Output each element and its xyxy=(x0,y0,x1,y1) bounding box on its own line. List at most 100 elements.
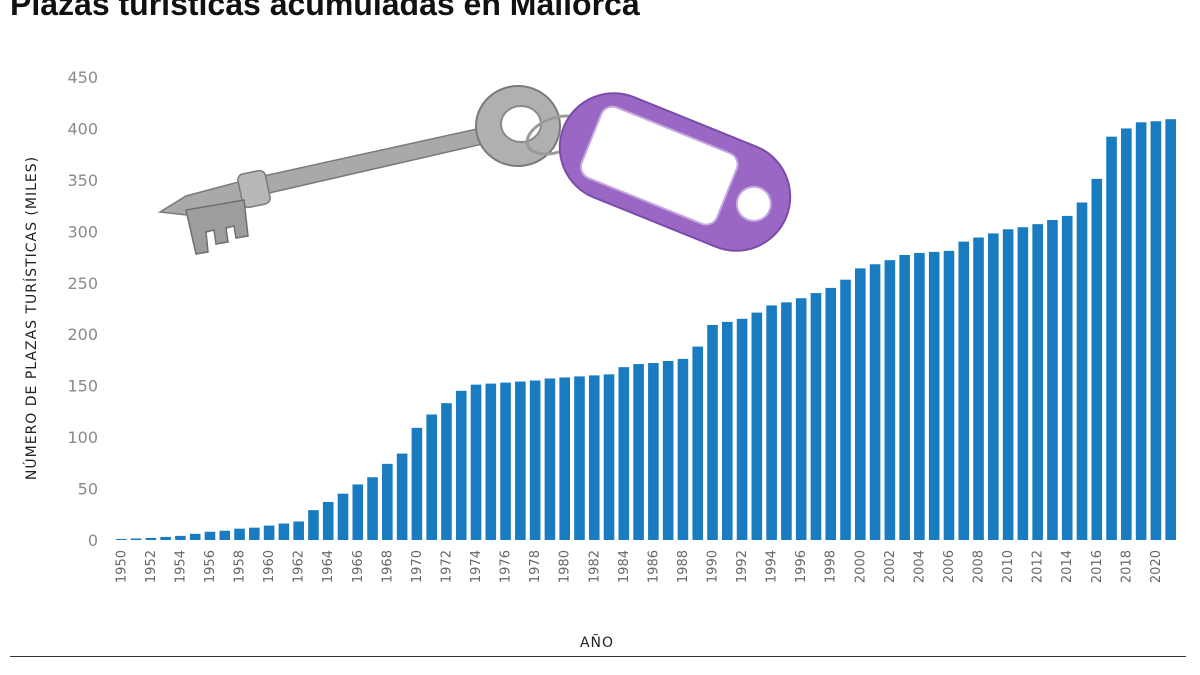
bar-1951 xyxy=(130,538,142,540)
key-with-tag-icon xyxy=(157,85,792,255)
bar-2004 xyxy=(914,252,925,540)
bar-1968 xyxy=(382,463,393,540)
bar-2005 xyxy=(928,251,940,540)
x-tick-label: 1974 xyxy=(469,550,484,583)
x-tick-label: 2004 xyxy=(912,550,927,583)
bar-1987 xyxy=(662,360,674,540)
bar-1996 xyxy=(795,298,807,540)
bar-1956 xyxy=(204,531,216,540)
y-tick-label: 300 xyxy=(67,222,98,241)
bar-1975 xyxy=(485,383,497,540)
x-tick-label: 1988 xyxy=(676,550,691,583)
y-tick-label: 50 xyxy=(78,480,98,499)
bar-1976 xyxy=(500,382,511,540)
bar-1988 xyxy=(677,358,689,540)
bar-1991 xyxy=(721,321,733,540)
bar-1970 xyxy=(411,427,423,540)
x-tick-label: 1956 xyxy=(203,550,218,583)
chart-title: Plazas turísticas acumuladas en Mallorca xyxy=(10,0,640,22)
bar-1953 xyxy=(160,536,171,540)
bar-1993 xyxy=(751,312,763,540)
bar-2017 xyxy=(1106,136,1117,540)
x-axis-ticks: 1950 1952 1954 1956 1958 1960 1962 1964 1966 1968… xyxy=(114,550,1164,583)
bar-1963 xyxy=(308,510,319,540)
bar-1962 xyxy=(293,521,304,540)
bar-2002 xyxy=(884,260,896,540)
x-tick-label: 2014 xyxy=(1060,550,1075,583)
bar-2016 xyxy=(1091,178,1103,541)
x-tick-label: 2012 xyxy=(1031,550,1046,583)
x-tick-label: 2000 xyxy=(853,550,868,583)
bar-1950 xyxy=(116,538,127,540)
x-tick-label: 1950 xyxy=(114,550,129,583)
bar-2006 xyxy=(943,250,955,540)
bar-1973 xyxy=(455,390,467,540)
x-tick-label: 2008 xyxy=(972,550,987,583)
x-axis-title: AÑO xyxy=(580,634,614,651)
x-tick-label: 2020 xyxy=(1149,550,1164,583)
x-tick-label: 1954 xyxy=(173,550,188,583)
bar-2000 xyxy=(855,268,866,540)
bar-1958 xyxy=(234,528,245,540)
y-tick-label: 200 xyxy=(67,325,98,344)
x-tick-label: 1978 xyxy=(528,550,543,583)
bar-2014 xyxy=(1061,215,1073,540)
x-tick-label: 2016 xyxy=(1090,550,1105,583)
x-tick-label: 1998 xyxy=(824,550,839,583)
bar-2009 xyxy=(988,233,999,540)
x-tick-label: 1962 xyxy=(292,550,307,583)
y-tick-label: 100 xyxy=(67,428,98,447)
bar-1965 xyxy=(337,493,349,540)
x-tick-label: 1982 xyxy=(587,550,602,583)
x-tick-label: 2010 xyxy=(1001,550,1016,583)
bar-1955 xyxy=(189,533,201,540)
bar-1959 xyxy=(249,527,260,540)
bar-1960 xyxy=(263,525,275,540)
x-tick-label: 1958 xyxy=(233,550,248,583)
bar-1989 xyxy=(692,346,704,540)
bar-2012 xyxy=(1032,224,1043,540)
bar-1984 xyxy=(618,367,630,540)
bar-1952 xyxy=(145,537,157,540)
x-tick-label: 1990 xyxy=(706,550,721,583)
x-tick-label: 1964 xyxy=(321,550,336,583)
bar-2008 xyxy=(973,237,984,540)
y-tick-label: 350 xyxy=(67,171,98,190)
x-tick-label: 2002 xyxy=(883,550,898,583)
x-tick-label: 1996 xyxy=(794,550,809,583)
x-tick-label: 1984 xyxy=(617,550,632,583)
bar-1982 xyxy=(588,375,600,540)
bar-1994 xyxy=(766,305,777,540)
bar-1981 xyxy=(574,376,585,540)
x-tick-label: 1968 xyxy=(380,550,395,583)
bar-1974 xyxy=(470,384,482,540)
bar-2015 xyxy=(1076,202,1088,540)
y-tick-label: 150 xyxy=(67,377,98,396)
x-tick-label: 1970 xyxy=(410,550,425,583)
x-tick-label: 1952 xyxy=(144,550,159,583)
bar-2010 xyxy=(1002,229,1014,540)
bar-1995 xyxy=(781,302,792,540)
bar-1986 xyxy=(648,363,659,540)
bar-2019 xyxy=(1135,122,1147,541)
bottom-divider xyxy=(10,656,1186,657)
bar-1972 xyxy=(441,403,452,540)
bar-1961 xyxy=(278,523,290,540)
bar-1964 xyxy=(322,501,334,540)
x-tick-label: 1966 xyxy=(351,550,366,583)
bar-1966 xyxy=(352,484,364,540)
y-tick-label: 250 xyxy=(67,274,98,293)
bar-1992 xyxy=(736,318,748,540)
y-tick-label: 400 xyxy=(67,119,98,138)
bar-1983 xyxy=(603,374,615,540)
bar-1990 xyxy=(707,324,718,540)
x-tick-label: 2006 xyxy=(942,550,957,583)
x-tick-label: 2018 xyxy=(1119,550,1134,583)
bar-1969 xyxy=(396,453,408,540)
bar-2018 xyxy=(1121,128,1132,540)
bar-1967 xyxy=(367,477,378,540)
x-tick-label: 1976 xyxy=(499,550,514,583)
bar-1985 xyxy=(633,364,644,540)
bar-2001 xyxy=(869,264,881,540)
